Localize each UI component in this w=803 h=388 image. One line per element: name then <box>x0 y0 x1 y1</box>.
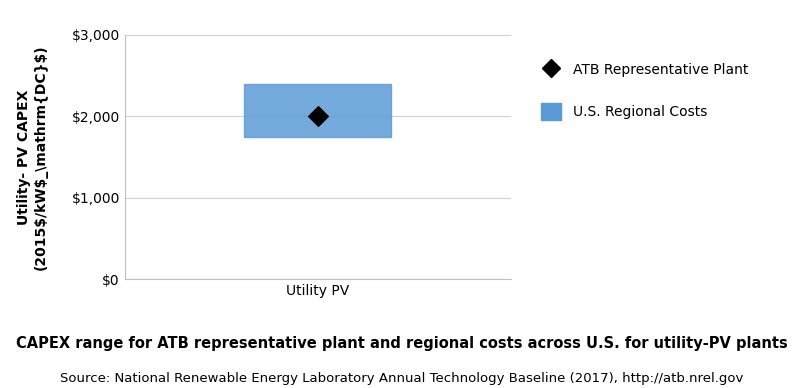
Point <box>311 113 324 120</box>
Text: CAPEX range for ATB representative plant and regional costs across U.S. for util: CAPEX range for ATB representative plant… <box>16 336 787 351</box>
Bar <box>244 84 390 137</box>
Text: Utility- PV CAPEX
(2015$/kW$_\mathrm{DC}$): Utility- PV CAPEX (2015$/kW$_\mathrm{DC}… <box>17 44 47 270</box>
Legend: ATB Representative Plant, U.S. Regional Costs: ATB Representative Plant, U.S. Regional … <box>540 61 747 120</box>
Text: Source: National Renewable Energy Laboratory Annual Technology Baseline (2017), : Source: National Renewable Energy Labora… <box>60 372 743 386</box>
